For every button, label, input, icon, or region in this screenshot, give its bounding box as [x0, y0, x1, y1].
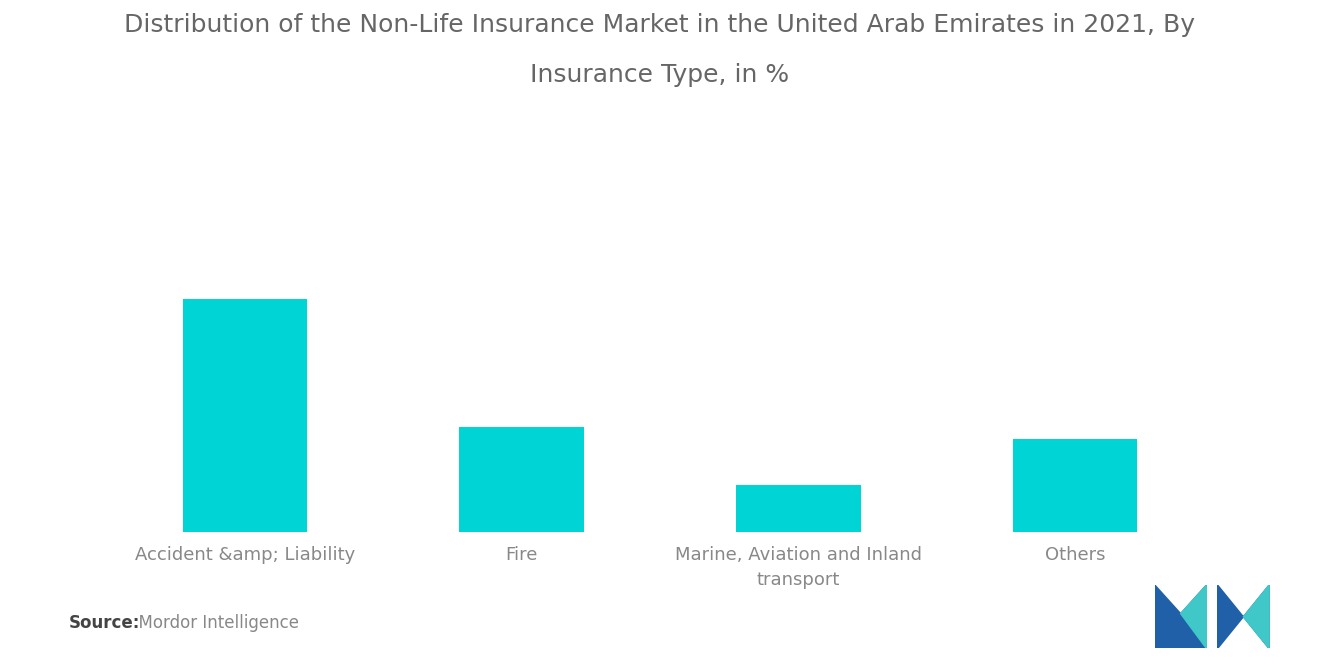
- Text: Source:: Source:: [69, 614, 140, 632]
- Polygon shape: [1155, 585, 1206, 648]
- Polygon shape: [1243, 585, 1269, 648]
- Text: Mordor Intelligence: Mordor Intelligence: [128, 614, 300, 632]
- Polygon shape: [1180, 585, 1206, 648]
- Polygon shape: [1217, 585, 1269, 648]
- Text: Distribution of the Non-Life Insurance Market in the United Arab Emirates in 202: Distribution of the Non-Life Insurance M…: [124, 13, 1196, 37]
- Bar: [737, 485, 861, 532]
- Bar: [1012, 439, 1137, 532]
- Bar: [459, 427, 583, 532]
- Bar: [183, 299, 308, 532]
- Text: Insurance Type, in %: Insurance Type, in %: [531, 63, 789, 87]
